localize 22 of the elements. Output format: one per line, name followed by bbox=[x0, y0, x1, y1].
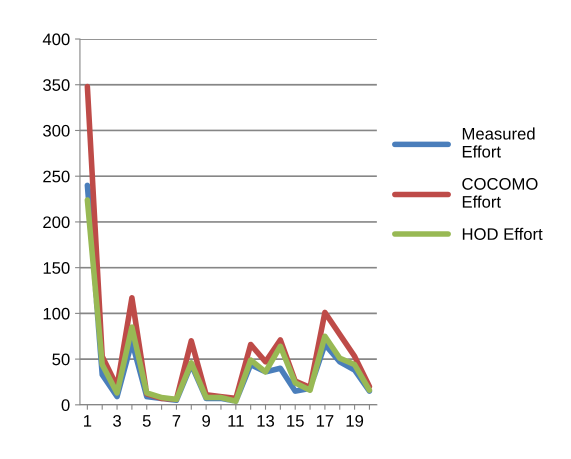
y-tick-label: 250 bbox=[43, 170, 70, 182]
y-tick-label: 400 bbox=[42, 33, 70, 46]
y-tick-label: 300 bbox=[43, 124, 70, 137]
x-tick-label: 17 bbox=[316, 415, 334, 427]
y-tick-label: 100 bbox=[44, 308, 70, 320]
x-tick-label: 5 bbox=[142, 415, 151, 427]
x-tick-label: 7 bbox=[172, 415, 180, 427]
y-tick-label: 150 bbox=[44, 262, 70, 274]
y-tick-label: 0 bbox=[62, 399, 70, 412]
x-tick-label: 13 bbox=[258, 415, 274, 427]
y-tick-label: 350 bbox=[43, 79, 70, 91]
legend-label: HOD Effort bbox=[462, 228, 543, 240]
x-tick-label: 15 bbox=[287, 415, 304, 427]
y-tick-label: 50 bbox=[52, 354, 70, 366]
x-tick-label: 3 bbox=[113, 415, 121, 427]
x-tick-label: 9 bbox=[202, 415, 210, 427]
x-tick-label: 1 bbox=[84, 415, 92, 427]
legend-label: COCOMO Effort bbox=[462, 178, 538, 208]
x-tick-label: 19 bbox=[346, 415, 364, 427]
y-tick-label: 200 bbox=[43, 216, 70, 228]
legend-label: Measured Effort bbox=[462, 127, 535, 158]
x-tick-label: 11 bbox=[228, 415, 244, 427]
